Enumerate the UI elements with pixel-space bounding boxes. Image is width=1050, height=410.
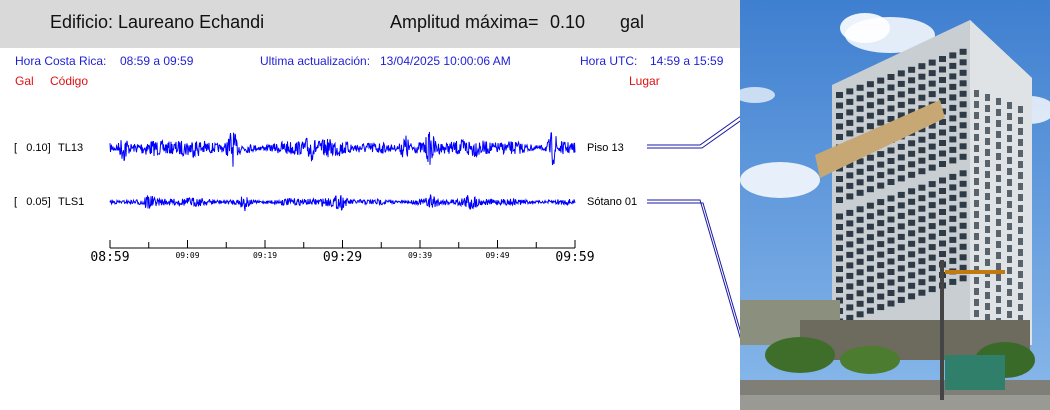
time-axis-label: 09:09: [175, 251, 199, 260]
utc-time-label: Hora UTC:: [580, 54, 638, 68]
connector-line-tl13-outer: [647, 120, 740, 149]
update-value: 13/04/2025 10:00:06 AM: [380, 54, 511, 68]
connector-line-tl13: [647, 116, 740, 146]
gal-column-header: Gal: [15, 74, 34, 88]
channel-place-tl13: Piso 13: [587, 142, 624, 154]
channel-scale-tls1: [ 0.05]: [14, 196, 51, 208]
time-axis-label: 09:29: [323, 250, 362, 265]
building-title: Edificio: Laureano Echandi: [50, 12, 265, 32]
cr-time-label: Hora Costa Rica:: [15, 54, 107, 68]
time-axis-label: 08:59: [90, 250, 129, 265]
update-label: Ultima actualización:: [260, 54, 371, 68]
header-bar: Edificio: Laureano Echandi Amplitud máxi…: [0, 0, 740, 48]
utc-time-range: 14:59 a 15:59: [650, 54, 724, 68]
trace-tls1: [109, 194, 576, 212]
time-axis-label: 09:39: [408, 251, 432, 260]
time-axis-label: 09:19: [253, 251, 277, 260]
max-amplitude-value: 0.10: [550, 12, 586, 32]
time-axis-label: 09:59: [555, 250, 594, 265]
channel-place-tls1: Sótano 01: [587, 196, 638, 208]
code-column-header: Código: [50, 74, 89, 88]
trace-tl13: [109, 131, 576, 167]
seismogram-plot: 08:59 09:09 09:19 09:29 09:39 09:49 09:59: [90, 116, 740, 339]
building-windows: [836, 48, 1023, 336]
max-amplitude-label: Amplitud máxima=: [390, 12, 539, 32]
channel-code-tl13: TL13: [58, 142, 84, 154]
time-axis-label: 09:49: [485, 251, 509, 260]
channel-code-tls1: TLS1: [58, 196, 85, 208]
max-amplitude-unit: gal: [620, 12, 645, 32]
connector-line-tls1-outer: [647, 202, 740, 332]
cr-time-range: 08:59 a 09:59: [120, 54, 194, 68]
channel-scale-tl13: [ 0.10]: [14, 142, 51, 154]
connector-line-tls1: [647, 199, 740, 339]
place-column-header: Lugar: [629, 74, 660, 88]
building-photo: [740, 0, 1050, 410]
time-axis: 08:59 09:09 09:19 09:29 09:39 09:49 09:59: [90, 240, 595, 265]
